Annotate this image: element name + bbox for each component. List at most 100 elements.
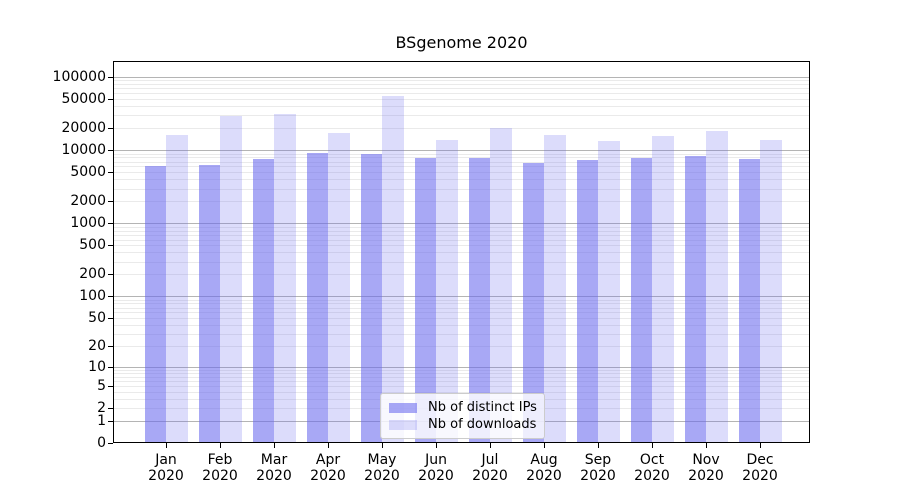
gridline-minor	[113, 166, 810, 168]
gridline-minor	[113, 230, 810, 232]
bar-distinct-ips-may	[360, 153, 382, 443]
bar-distinct-ips-jan	[144, 166, 166, 443]
legend-label-distinct-ips: Nb of distinct IPs	[428, 400, 537, 415]
gridline-major	[113, 296, 810, 298]
y-tick-label: 10000	[61, 142, 106, 159]
gridline-minor	[113, 93, 810, 95]
gridline-minor	[113, 318, 810, 319]
bar-distinct-ips-jul	[468, 157, 490, 443]
gridline-major	[113, 366, 810, 368]
x-tick-label: May 2020	[364, 452, 400, 484]
gridline-minor	[113, 245, 810, 247]
gridline-major	[113, 223, 810, 225]
bar-downloads-sep	[598, 140, 620, 443]
x-tick-label: Jan 2020	[148, 452, 184, 484]
gridline-minor	[113, 153, 810, 155]
bar-distinct-ips-oct	[630, 157, 652, 443]
x-tick-label: Jul 2020	[472, 452, 508, 484]
bar-downloads-jul	[490, 128, 512, 443]
gridline-minor	[113, 84, 810, 86]
x-tick	[274, 443, 275, 448]
bar-distinct-ips-jun	[414, 158, 436, 443]
legend-label-downloads: Nb of downloads	[428, 417, 537, 432]
gridline-minor	[113, 188, 810, 190]
y-tick	[108, 223, 113, 225]
legend: Nb of distinct IPs Nb of downloads	[380, 393, 545, 439]
legend-swatch-distinct-ips	[389, 402, 417, 413]
bar-downloads-oct	[652, 136, 674, 443]
x-tick	[652, 443, 653, 448]
gridline-minor	[113, 88, 810, 90]
gridline-minor	[113, 115, 810, 117]
bar-downloads-feb	[220, 116, 242, 443]
x-tick-label: Dec 2020	[742, 452, 778, 484]
y-tick	[108, 296, 113, 298]
y-tick	[108, 366, 113, 368]
gridline-minor	[113, 386, 810, 387]
y-tick-label: 100000	[52, 69, 106, 85]
gridline-minor	[113, 172, 810, 174]
bar-distinct-ips-dec	[738, 158, 760, 443]
gridline-minor	[113, 201, 810, 203]
x-tick	[544, 443, 545, 448]
bar-distinct-ips-apr	[306, 152, 328, 443]
y-tick-label: 50000	[61, 91, 106, 107]
y-tick-label: 5	[97, 378, 106, 394]
bar-downloads-mar	[274, 113, 296, 443]
gridline-minor	[113, 333, 810, 335]
y-tick	[108, 421, 113, 422]
bar-downloads-may	[382, 96, 404, 443]
y-tick-label: 500	[79, 237, 106, 254]
x-tick	[760, 443, 761, 448]
gridline-minor	[113, 312, 810, 314]
gridline-minor	[113, 274, 810, 276]
plot-border	[113, 61, 810, 443]
y-tick-label: 2000	[70, 193, 106, 210]
y-tick	[108, 172, 113, 174]
y-tick-label: 10	[88, 358, 106, 375]
gridline-minor	[113, 99, 810, 100]
y-tick-label: 5000	[70, 164, 106, 181]
y-tick-label: 50	[88, 310, 106, 326]
gridline-minor	[113, 391, 810, 393]
gridline-minor	[113, 239, 810, 241]
gridline-minor	[113, 161, 810, 163]
bar-distinct-ips-nov	[684, 155, 706, 443]
gridline-minor	[113, 252, 810, 254]
bar-downloads-apr	[328, 133, 350, 443]
y-tick	[108, 318, 113, 319]
x-tick-label: Apr 2020	[310, 452, 346, 484]
bar-downloads-aug	[544, 135, 566, 443]
gridline-minor	[113, 303, 810, 305]
y-tick	[108, 99, 113, 100]
x-tick-label: Aug 2020	[526, 452, 562, 484]
x-tick-label: Nov 2020	[688, 452, 724, 484]
x-tick	[166, 443, 167, 448]
x-tick	[706, 443, 707, 448]
gridline-minor	[113, 369, 810, 371]
y-tick-label: 1	[97, 413, 106, 429]
y-tick	[108, 274, 113, 276]
y-tick-label: 0	[97, 435, 106, 451]
y-tick-label: 2	[97, 400, 106, 417]
y-tick	[108, 346, 113, 348]
gridline-minor	[113, 324, 810, 326]
y-tick	[108, 201, 113, 203]
gridline-minor	[113, 226, 810, 228]
x-tick-label: Sep 2020	[580, 452, 616, 484]
gridline-minor	[113, 376, 810, 378]
x-tick	[328, 443, 329, 448]
gridline-minor	[113, 179, 810, 181]
gridline-minor	[113, 261, 810, 263]
chart-title: BSgenome 2020	[395, 33, 528, 52]
gridline-minor	[113, 346, 810, 348]
bar-distinct-ips-feb	[198, 164, 220, 443]
x-tick-label: Oct 2020	[634, 452, 670, 484]
bar-distinct-ips-sep	[576, 159, 598, 443]
x-tick-label: Jun 2020	[418, 452, 454, 484]
y-tick	[108, 128, 113, 130]
gridline-major	[113, 150, 810, 152]
y-tick	[108, 77, 113, 78]
x-tick-label: Mar 2020	[256, 452, 292, 484]
